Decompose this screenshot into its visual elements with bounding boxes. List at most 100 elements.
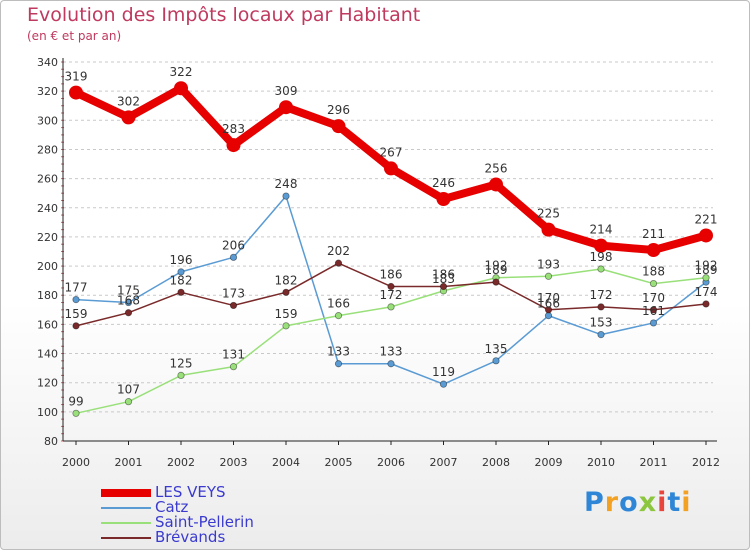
- x-tick-label: 2012: [692, 456, 720, 469]
- data-label: 192: [485, 259, 508, 273]
- data-label: 214: [590, 223, 613, 237]
- data-point: [229, 301, 238, 310]
- data-label: 166: [327, 297, 350, 311]
- data-label: 221: [695, 212, 718, 226]
- y-tick-label: 320: [37, 85, 58, 98]
- x-tick-label: 2007: [430, 456, 458, 469]
- grid: [63, 61, 713, 413]
- data-label: 168: [117, 294, 140, 308]
- data-label: 225: [537, 207, 560, 221]
- data-point: [124, 298, 133, 307]
- data-point: [174, 81, 188, 96]
- x-tick-label: 2009: [535, 456, 563, 469]
- data-label: 189: [695, 263, 718, 277]
- data-label: 309: [275, 84, 298, 98]
- data-label: 186: [380, 267, 403, 281]
- x-tick-label: 2006: [377, 456, 405, 469]
- x-tick-label: 2001: [115, 456, 143, 469]
- legend-swatch: [101, 507, 151, 509]
- data-label: 133: [327, 345, 350, 359]
- x-tick-label: 2002: [167, 456, 195, 469]
- data-point: [334, 360, 343, 368]
- data-point: [72, 322, 80, 330]
- data-label: 267: [380, 145, 403, 159]
- data-point: [124, 398, 133, 406]
- data-point: [597, 303, 605, 311]
- data-point: [72, 296, 80, 304]
- data-label: 256: [485, 161, 508, 175]
- data-point: [492, 278, 500, 286]
- data-label: 170: [642, 291, 665, 305]
- data-label: 182: [275, 273, 298, 287]
- data-point: [387, 360, 395, 368]
- legend-swatch: [101, 489, 151, 497]
- y-tick-label: 140: [37, 348, 58, 361]
- data-label: 159: [65, 307, 88, 321]
- legend-label: Brévands: [155, 528, 226, 546]
- data-label: 246: [432, 176, 455, 190]
- data-point: [699, 228, 713, 243]
- legend-label: Saint-Pellerin: [155, 513, 254, 531]
- data-point: [439, 380, 448, 388]
- y-tick-label: 200: [37, 260, 58, 273]
- data-point: [69, 85, 83, 100]
- data-point: [282, 192, 290, 200]
- x-tick-label: 2005: [325, 456, 353, 469]
- logo-letter: r: [604, 487, 620, 518]
- data-point: [229, 363, 238, 371]
- data-point: [177, 268, 185, 276]
- series-catz: [72, 192, 710, 388]
- data-point: [649, 279, 658, 288]
- data-point: [594, 238, 608, 253]
- data-point: [121, 110, 136, 125]
- data-point: [544, 306, 553, 314]
- data-label: 133: [380, 345, 403, 359]
- data-label: 189: [485, 263, 508, 277]
- x-tick-label: 2011: [640, 456, 668, 469]
- logo-letter: P: [584, 487, 605, 518]
- data-point: [489, 177, 503, 192]
- data-point: [282, 288, 290, 296]
- data-point: [702, 300, 710, 308]
- data-point: [544, 272, 553, 280]
- data-point: [649, 306, 658, 314]
- data-label: 206: [222, 238, 245, 252]
- data-point: [331, 119, 346, 134]
- chart-title: Evolution des Impôts locaux par Habitant: [27, 4, 421, 26]
- series-saint-pellerin: [72, 265, 710, 417]
- data-label: 319: [65, 70, 88, 84]
- data-label: 296: [327, 103, 350, 117]
- chart-subtitle: (en € et par an): [27, 29, 122, 43]
- data-point: [436, 192, 451, 207]
- data-label: 159: [275, 307, 298, 321]
- data-point: [124, 309, 133, 317]
- data-point: [177, 288, 185, 296]
- data-label: 186: [432, 267, 455, 281]
- logo-letter: t: [667, 487, 682, 518]
- data-label: 125: [170, 356, 193, 370]
- data-point: [384, 161, 398, 176]
- y-tick-label: 100: [37, 406, 58, 419]
- y-tick-label: 240: [37, 202, 58, 215]
- data-point: [229, 253, 238, 261]
- data-label: 166: [537, 297, 560, 311]
- series-les-veys: [69, 81, 713, 258]
- data-label: 322: [170, 65, 193, 79]
- data-point: [387, 282, 395, 291]
- x-tick-label: 2004: [272, 456, 300, 469]
- data-point: [597, 330, 605, 339]
- legend-label: Catz: [155, 498, 189, 516]
- x-tick-label: 2010: [587, 456, 615, 469]
- data-point: [649, 319, 658, 327]
- data-label: 107: [117, 383, 140, 397]
- data-point: [439, 282, 448, 291]
- data-label: 170: [537, 291, 560, 305]
- legend-swatch: [101, 522, 151, 524]
- data-label: 153: [590, 316, 613, 330]
- data-label: 174: [695, 285, 718, 299]
- data-label: 248: [275, 177, 298, 191]
- data-label: 283: [222, 122, 245, 136]
- x-tick-label: 2003: [220, 456, 248, 469]
- data-label: 198: [590, 250, 613, 264]
- data-label: 173: [222, 286, 245, 300]
